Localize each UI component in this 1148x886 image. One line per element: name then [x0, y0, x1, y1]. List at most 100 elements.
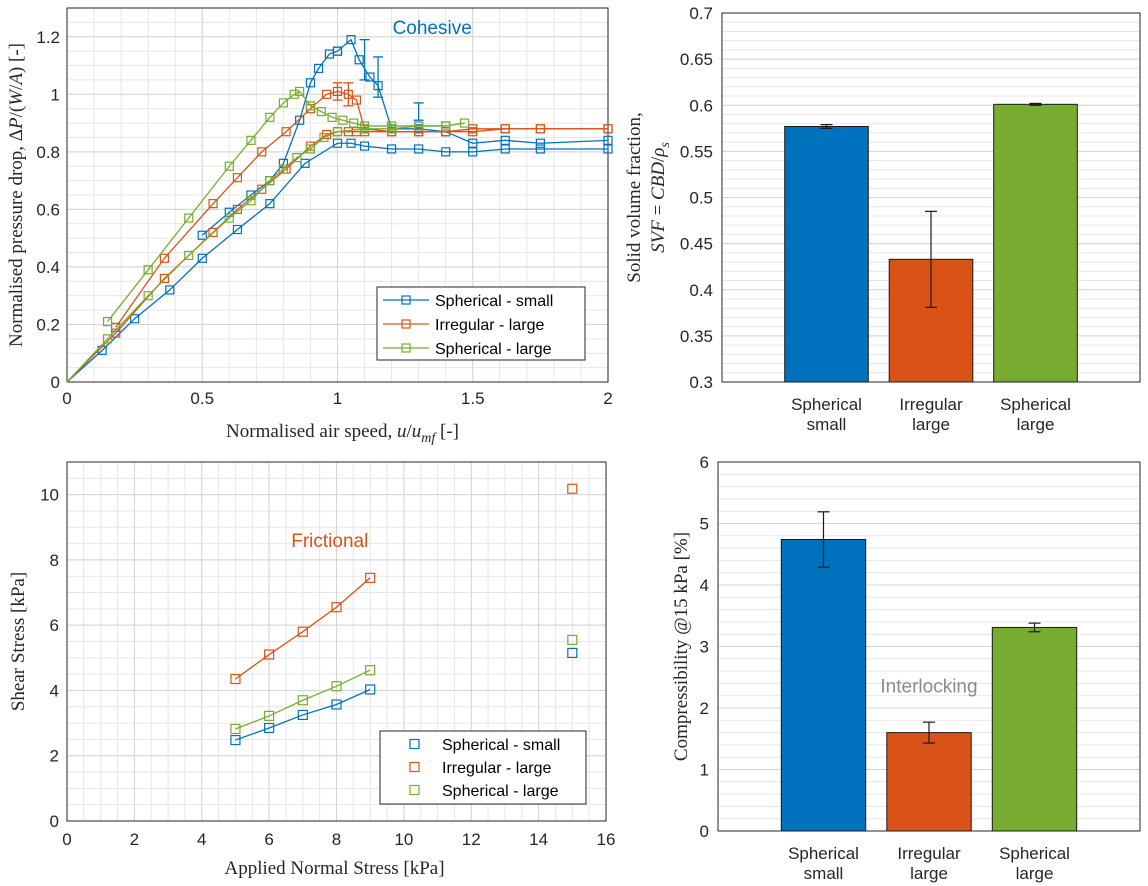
legend-box: [379, 730, 587, 805]
data-point: [331, 699, 342, 710]
data-point: [441, 121, 451, 131]
x-tick-label: 0: [62, 389, 71, 408]
data-point: [354, 55, 364, 65]
y-tick-label: 10: [40, 486, 59, 505]
series-irregular-large: [230, 483, 578, 685]
data-point: [265, 199, 275, 209]
data-point: [289, 89, 299, 99]
y-tick-label: 1: [700, 761, 709, 780]
bar: [780, 538, 867, 832]
y-tick-label: 5: [700, 515, 709, 534]
data-point: [359, 121, 370, 131]
data-point: [441, 147, 451, 157]
y-tick-label: 6: [50, 616, 59, 635]
y-tick-label: 8: [50, 551, 59, 570]
data-point: [165, 285, 175, 295]
category-label: small: [807, 415, 847, 434]
bar: [991, 626, 1078, 832]
data-point: [278, 158, 288, 168]
legend-marker: [401, 319, 411, 329]
data-point: [346, 35, 356, 45]
y-tick-label: 0.2: [36, 315, 60, 334]
y-tick-label: 1.2: [36, 28, 60, 47]
data-point: [102, 316, 113, 327]
y-tick-label: 0: [51, 373, 60, 392]
data-point: [351, 95, 362, 105]
y-tick-label: 0.55: [680, 142, 713, 161]
data-point: [319, 132, 329, 143]
category-label: Spherical: [999, 844, 1070, 863]
data-point: [246, 196, 256, 206]
annotation-interlocking: Interlocking: [880, 677, 977, 698]
legend-marker: [409, 761, 420, 773]
series-spherical-large: [66, 86, 470, 383]
x-tick-label: 8: [332, 830, 341, 849]
data-point: [257, 184, 267, 194]
trend-line: [235, 669, 371, 730]
y-tick-label: 0.45: [680, 235, 713, 254]
data-point: [246, 135, 256, 145]
x-axis-label: Normalised air speed, u/umf [-]: [226, 421, 459, 446]
data-point: [278, 164, 288, 174]
data-point: [281, 127, 291, 137]
data-point: [295, 86, 305, 97]
data-point: [143, 265, 153, 275]
y-axis-label-line2: SVF = CBD/ρs: [648, 142, 673, 253]
data-point: [331, 602, 342, 613]
data-point: [232, 224, 243, 235]
data-point: [500, 124, 510, 134]
series-spherical-small: [230, 647, 578, 746]
y-tick-label: 2: [50, 747, 59, 766]
x-tick-label: 1: [333, 389, 342, 408]
data-point: [468, 138, 478, 148]
y-tick-label: 0: [50, 812, 59, 831]
category-label: Irregular: [897, 844, 961, 863]
x-tick-label: 14: [529, 830, 548, 849]
x-tick-label: 1.5: [461, 389, 485, 408]
data-point: [316, 106, 326, 117]
legend-marker: [409, 784, 420, 796]
category-label: Spherical: [1000, 395, 1071, 414]
x-tick-label: 2: [603, 389, 612, 408]
legend-label: Irregular - large: [435, 317, 544, 334]
data-point: [535, 138, 545, 148]
data-point: [257, 147, 267, 157]
y-tick-label: 0.4: [689, 281, 713, 300]
data-point: [349, 118, 359, 128]
data-point: [365, 572, 376, 583]
data-point: [264, 710, 275, 722]
data-point: [305, 144, 316, 154]
bar: [886, 732, 972, 832]
data-point: [567, 634, 578, 645]
panel-b-solid-volume-fraction: 0.3 0.35 0.4 0.45 0.5 0.55 0.6 0.65 0.7 Spherical…: [624, 4, 1141, 434]
axes-box: [66, 461, 607, 822]
data-point: [567, 647, 578, 659]
y-tick-label: 0.3: [689, 373, 713, 392]
data-point: [414, 144, 424, 154]
legend-label: Spherical - large: [435, 341, 552, 358]
y-tick-label: 0.7: [689, 4, 713, 23]
data-point: [359, 141, 370, 151]
data-point: [535, 124, 545, 134]
data-point: [365, 72, 375, 82]
series-line: [66, 142, 608, 383]
y-tick-label: 0.35: [680, 327, 713, 346]
series-spherical-large: [230, 634, 578, 735]
data-point: [441, 127, 451, 137]
category-label: large: [910, 864, 948, 883]
data-point: [603, 124, 613, 134]
data-point: [332, 138, 343, 148]
trend-line: [235, 577, 371, 680]
category-label: large: [1016, 864, 1054, 883]
y-axis-label: Normalised pressure drop, ΔP/(W/A) [-]: [6, 43, 27, 347]
data-point: [230, 734, 241, 746]
data-point: [224, 213, 234, 223]
legend-label: Irregular - large: [442, 760, 551, 777]
x-axis-label: Applied Normal Stress [kPa]: [224, 858, 444, 879]
axes-box: [66, 7, 609, 383]
panel-a-pressure-drop: 0 0.5 1 1.5 2 0 0.2 0.4 0.6 0.8 1 1.2 Cohesive Spheri…: [6, 7, 613, 446]
y-tick-label: 0.4: [36, 258, 60, 277]
y-tick-label: 0.6: [689, 96, 713, 115]
data-point: [460, 118, 470, 128]
data-point: [338, 115, 348, 125]
